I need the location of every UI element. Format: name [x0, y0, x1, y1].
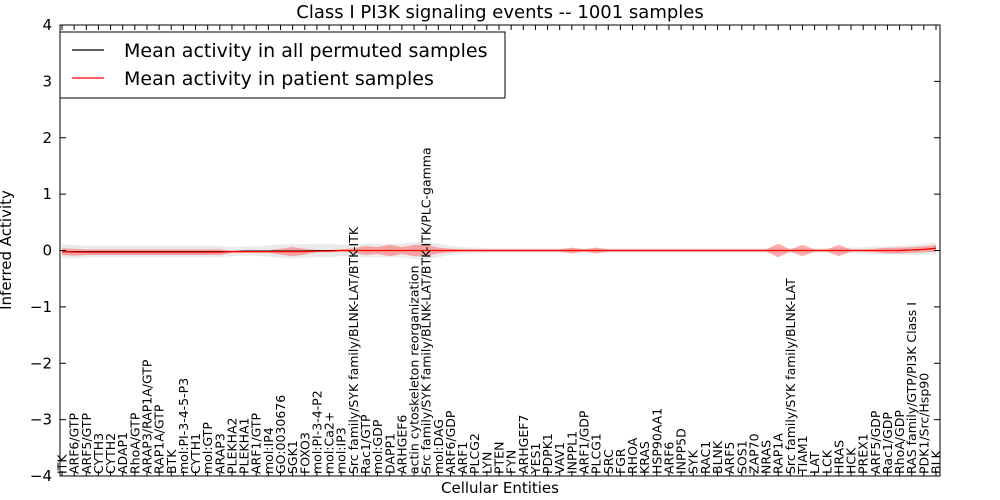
- x-category-label: HRAS: [831, 440, 846, 474]
- x-category-label: CYTH3: [91, 433, 106, 474]
- x-category-label: SGK1: [285, 440, 300, 474]
- x-category-label: FOXO3: [297, 432, 312, 474]
- x-category-label: ADAP1: [115, 432, 130, 474]
- x-category-label: mol:Ca2+: [322, 412, 337, 474]
- x-category-label: PLCG2: [467, 433, 482, 474]
- x-category-label: GO:0030676: [273, 395, 288, 474]
- x-category-label: PDPK1: [540, 433, 555, 474]
- x-category-label: SYK: [686, 449, 701, 474]
- x-axis-label: Cellular Entities: [441, 479, 559, 497]
- x-category-label: VAV1: [552, 442, 567, 474]
- x-category-label: ARF1/GDP: [576, 410, 591, 474]
- x-category-label: TIAM1: [795, 435, 810, 475]
- x-category-label: mol:GDP: [370, 419, 385, 474]
- x-category-label: ARAP3: [212, 433, 227, 474]
- legend: Mean activity in all permuted samples Me…: [59, 31, 506, 99]
- x-category-label: INPPL1: [564, 431, 579, 474]
- x-category-label: ARF6/GTP: [67, 413, 82, 474]
- x-category-label: KRAS: [637, 441, 652, 474]
- legend-label-permuted: Mean activity in all permuted samples: [124, 40, 487, 62]
- x-category-label: PDK1/Src/Hsp90: [916, 373, 931, 474]
- x-category-label: RAP1A: [771, 433, 786, 474]
- x-category-label: ARF1: [455, 442, 470, 474]
- x-category-label: PTEN: [492, 442, 507, 474]
- y-tick-label: −3: [30, 411, 52, 429]
- y-tick-label: −4: [30, 467, 52, 485]
- legend-box: [59, 31, 506, 99]
- x-category-label: ARF5/GTP: [79, 413, 94, 474]
- y-tick-label: 3: [42, 72, 52, 90]
- x-category-label: Src family/SYK family/BLNK-LAT/BTK-ITK: [346, 226, 361, 474]
- x-category-label: Src family/SYK family/BLNK-LAT/BTK-ITK/P…: [419, 147, 434, 474]
- x-category-label: RhoA/GDP: [892, 410, 907, 474]
- x-category-label: PLCG1: [589, 433, 604, 474]
- chart-title: Class I PI3K signaling events -- 1001 sa…: [296, 2, 703, 23]
- y-tick-label: −1: [30, 298, 52, 316]
- x-category-label: PLEKHA2: [224, 417, 239, 474]
- x-category-label: LCK: [819, 449, 834, 474]
- x-category-label: ARF5: [722, 442, 737, 474]
- x-category-label: FYN: [504, 450, 519, 474]
- x-category-label: LAT: [807, 451, 822, 474]
- y-axis: −4 −3 −2 −1 0 1 2 3 4: [30, 16, 940, 485]
- x-category-label: ARF6: [661, 442, 676, 474]
- x-category-label: ZAP70: [746, 433, 761, 474]
- x-category-label: CYTH2: [103, 433, 118, 474]
- x-category-label: SOS1: [734, 440, 749, 474]
- x-category-label: PLEKHA1: [237, 417, 252, 474]
- x-category-label: mol:IP4: [261, 427, 276, 474]
- y-axis-label: Inferred Activity: [0, 190, 15, 310]
- x-category-label: BLK: [929, 449, 944, 474]
- x-category-label: BTK: [164, 449, 179, 474]
- x-category-label: ARHGEF7: [516, 415, 531, 474]
- x-category-label: ARF6/GDP: [443, 410, 458, 474]
- x-category-label: PREX1: [856, 433, 871, 474]
- x-category-label: FGR: [613, 448, 628, 474]
- x-category-label: RAS family/GTP/PI3K Class I: [904, 302, 919, 474]
- x-category-label: YES1: [528, 443, 543, 475]
- x-category-label: ARAP3/RAP1A/GTP: [139, 359, 154, 474]
- x-category-label: Rac1/GTP: [358, 414, 373, 474]
- x-category-label: RhoA/GTP: [127, 412, 142, 474]
- legend-label-patient: Mean activity in patient samples: [124, 68, 434, 90]
- x-category-label: HCK: [844, 447, 859, 474]
- x-category-label: INPP5D: [674, 428, 689, 474]
- x-axis: ITKARF6/GTPARF5/GTPCYTH3CYTH2ADAP1RhoA/G…: [55, 25, 944, 476]
- x-category-label: mol:DAG: [431, 419, 446, 474]
- x-category-label: actin cytoskeleton reorganization: [407, 265, 422, 474]
- x-category-label: SRC: [601, 449, 616, 474]
- y-tick-label: 1: [42, 185, 52, 203]
- x-category-label: mol:PI-3-4-5-P3: [176, 378, 191, 474]
- y-tick-label: 2: [42, 129, 52, 147]
- y-tick-label: −2: [30, 354, 52, 372]
- x-category-label: mol:PI-3-4-P2: [309, 390, 324, 474]
- x-category-label: mol:GTP: [200, 422, 215, 474]
- x-category-label: RAP1A/GTP: [152, 404, 167, 474]
- x-category-label: ARF5/GDP: [868, 410, 883, 474]
- x-category-label: Rac1/GDP: [880, 412, 895, 474]
- x-category-label: ARF1/GTP: [249, 413, 264, 474]
- x-category-label: LYN: [479, 452, 494, 474]
- plot-area: [61, 242, 937, 259]
- series-line-patient: [61, 247, 937, 253]
- x-category-label: CYTH1: [188, 433, 203, 474]
- x-category-label: ARHGEF6: [394, 415, 409, 474]
- x-category-label: mol:IP3: [334, 427, 349, 474]
- x-category-label: RHOA: [625, 437, 640, 474]
- x-category-label: RAC1: [698, 441, 713, 474]
- x-category-label: BLNK: [710, 440, 725, 474]
- x-category-label: ITK: [55, 454, 70, 474]
- x-category-label: HSP90AA1: [649, 408, 664, 474]
- y-tick-label: 4: [42, 16, 52, 34]
- y-tick-label: 0: [42, 242, 52, 260]
- x-category-label: DAPP1: [382, 433, 397, 474]
- x-category-label: NRAS: [759, 440, 774, 474]
- x-category-label: Src family/SYK family/BLNK-LAT: [783, 278, 798, 474]
